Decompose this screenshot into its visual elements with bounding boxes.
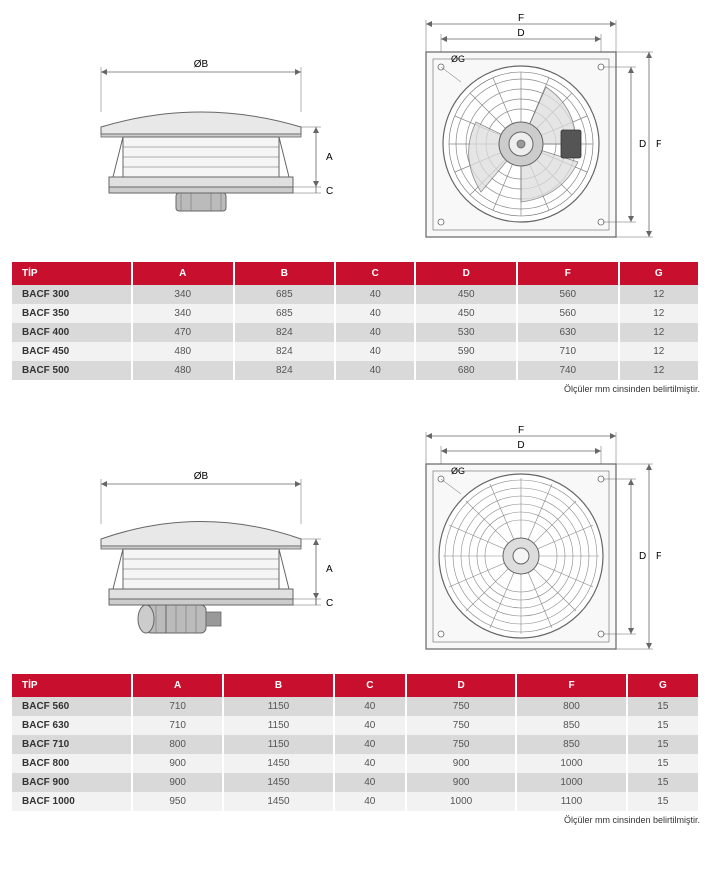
footnote-2: Ölçüler mm cinsinden belirtilmiştir. xyxy=(12,815,700,825)
col-header: TİP xyxy=(12,674,132,697)
col-header: G xyxy=(619,262,699,285)
table-row: BACF 4504808244059071012 xyxy=(12,342,699,361)
dim-ob: ØB xyxy=(194,59,209,70)
col-header: A xyxy=(132,262,234,285)
dim-f-top: F xyxy=(518,13,524,24)
dim-d-top: D xyxy=(517,28,524,39)
col-header: D xyxy=(406,674,516,697)
dim-c: C xyxy=(326,186,333,197)
table-row: BACF 800900145040900100015 xyxy=(12,754,699,773)
footnote-1: Ölçüler mm cinsinden belirtilmiştir. xyxy=(12,384,700,394)
table-row: BACF 71080011504075085015 xyxy=(12,735,699,754)
svg-text:ØB: ØB xyxy=(194,471,209,482)
col-header: B xyxy=(234,262,336,285)
table-row: BACF 56071011504075080015 xyxy=(12,697,699,716)
diagram-set-2: ØB A C xyxy=(12,424,700,654)
dimensions-table-1: TİPABCDFG BACF 3003406854045056012BACF 3… xyxy=(12,262,700,380)
table-row: BACF 3003406854045056012 xyxy=(12,285,699,304)
table-row: BACF 900900145040900100015 xyxy=(12,773,699,792)
side-view-1: ØB A xyxy=(51,42,351,242)
svg-text:D: D xyxy=(517,440,524,451)
svg-text:A: A xyxy=(326,564,333,575)
svg-text:C: C xyxy=(326,598,333,609)
col-header: F xyxy=(517,262,619,285)
svg-text:F: F xyxy=(518,425,524,436)
top-view-1: F D ØG xyxy=(381,12,661,242)
col-header: D xyxy=(415,262,517,285)
svg-text:D: D xyxy=(639,551,646,562)
dim-d-right: D xyxy=(639,139,646,150)
col-header: C xyxy=(335,262,415,285)
dim-og: ØG xyxy=(451,54,465,64)
table-row: BACF 10009501450401000110015 xyxy=(12,792,699,811)
table-row: BACF 3503406854045056012 xyxy=(12,304,699,323)
dimensions-table-2: TİPABCDFG BACF 56071011504075080015BACF … xyxy=(12,674,700,811)
table-row: BACF 4004708244053063012 xyxy=(12,323,699,342)
side-view-2: ØB A C xyxy=(51,454,351,654)
svg-text:F: F xyxy=(656,551,661,562)
col-header: C xyxy=(334,674,406,697)
diagram-set-1: ØB A xyxy=(12,12,700,242)
table-row: BACF 5004808244068074012 xyxy=(12,361,699,380)
col-header: A xyxy=(132,674,223,697)
table-row: BACF 63071011504075085015 xyxy=(12,716,699,735)
svg-text:ØG: ØG xyxy=(451,466,465,476)
dim-f-right: F xyxy=(656,139,661,150)
col-header: B xyxy=(223,674,333,697)
col-header: F xyxy=(516,674,626,697)
col-header: TİP xyxy=(12,262,132,285)
dim-a: A xyxy=(326,152,333,163)
col-header: G xyxy=(627,674,699,697)
top-view-2: F D ØG xyxy=(381,424,661,654)
